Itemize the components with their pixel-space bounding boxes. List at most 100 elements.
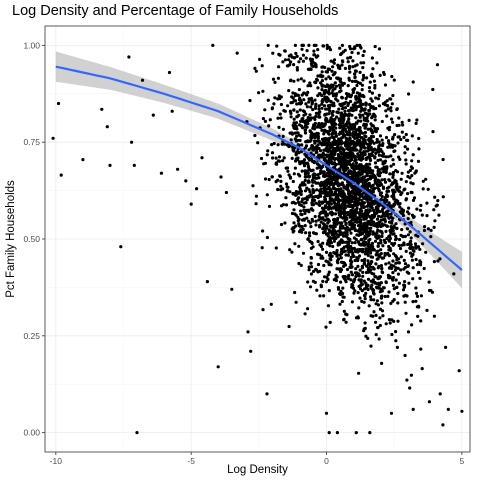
data-point [390,242,394,246]
data-point [390,102,394,106]
data-point [290,250,294,254]
data-point [343,127,347,131]
data-point [373,211,377,215]
y-tick-label: 0.50 [23,234,40,244]
data-point [338,46,342,50]
data-point [356,51,360,55]
data-point [291,96,295,100]
data-point [293,242,297,246]
data-point [296,138,300,142]
data-point [271,156,275,160]
data-point [372,288,376,292]
data-point [319,283,323,287]
data-point [396,301,400,305]
data-point [315,166,319,170]
data-point [310,184,314,188]
data-point [422,225,427,229]
data-point [319,244,323,249]
data-point [327,289,331,293]
data-point [348,56,352,60]
data-point [377,146,381,150]
data-point [364,283,368,287]
data-point [387,318,391,322]
data-point [339,256,343,260]
data-point [300,218,305,222]
data-point [406,330,411,334]
data-point [273,96,277,100]
data-point [332,232,336,236]
data-point [406,138,410,142]
data-point [342,212,346,216]
data-point [328,109,332,113]
data-point [353,271,357,275]
data-point [295,131,299,135]
data-point [260,64,264,68]
data-point [386,155,390,159]
data-point [421,187,425,191]
data-point [373,161,378,165]
data-point [310,135,314,139]
data-point [327,90,331,94]
data-point [419,294,423,298]
x-axis: -10 -5 0 5 [50,452,465,466]
data-point [354,108,358,112]
data-point [318,110,322,114]
data-point [318,182,322,186]
data-point [375,217,380,221]
data-point [374,333,378,337]
data-point [377,337,381,341]
data-point [263,119,267,123]
data-point [388,321,392,325]
data-point [266,149,270,153]
data-point [338,221,342,225]
data-point [369,251,373,255]
data-point [385,224,389,228]
data-point [310,101,314,105]
data-point [359,166,364,170]
data-point [375,140,379,144]
data-point [401,123,405,127]
data-point [348,211,352,215]
data-point [289,53,293,57]
data-point [277,65,281,69]
data-point [307,148,311,152]
data-point [317,218,321,222]
data-point [350,189,354,193]
data-point [295,134,299,138]
data-point [358,210,362,214]
data-point [315,188,319,192]
data-point [317,189,322,193]
data-point [326,131,330,135]
data-point [331,140,335,144]
data-point [384,135,389,140]
data-point [371,190,375,194]
data-point [322,263,326,268]
data-point [305,118,309,122]
data-point [356,240,360,244]
data-point [389,225,393,229]
data-point [329,225,333,229]
data-point [358,92,362,96]
data-point [371,265,375,269]
data-point [297,88,301,92]
data-point [360,299,364,303]
data-point [278,112,282,116]
data-point [346,103,350,107]
data-point [332,136,336,140]
data-point [353,69,358,73]
data-point [410,134,414,138]
data-point [357,278,361,282]
data-point [326,304,330,308]
data-point [302,158,307,162]
data-point [261,308,265,312]
data-point [413,242,418,246]
data-point [364,224,368,228]
data-point [323,112,327,117]
data-point [422,228,427,233]
data-point [293,122,297,126]
data-point [343,263,348,267]
data-point [380,194,384,199]
data-point [319,166,323,170]
data-point [371,135,375,139]
data-point [298,123,302,127]
